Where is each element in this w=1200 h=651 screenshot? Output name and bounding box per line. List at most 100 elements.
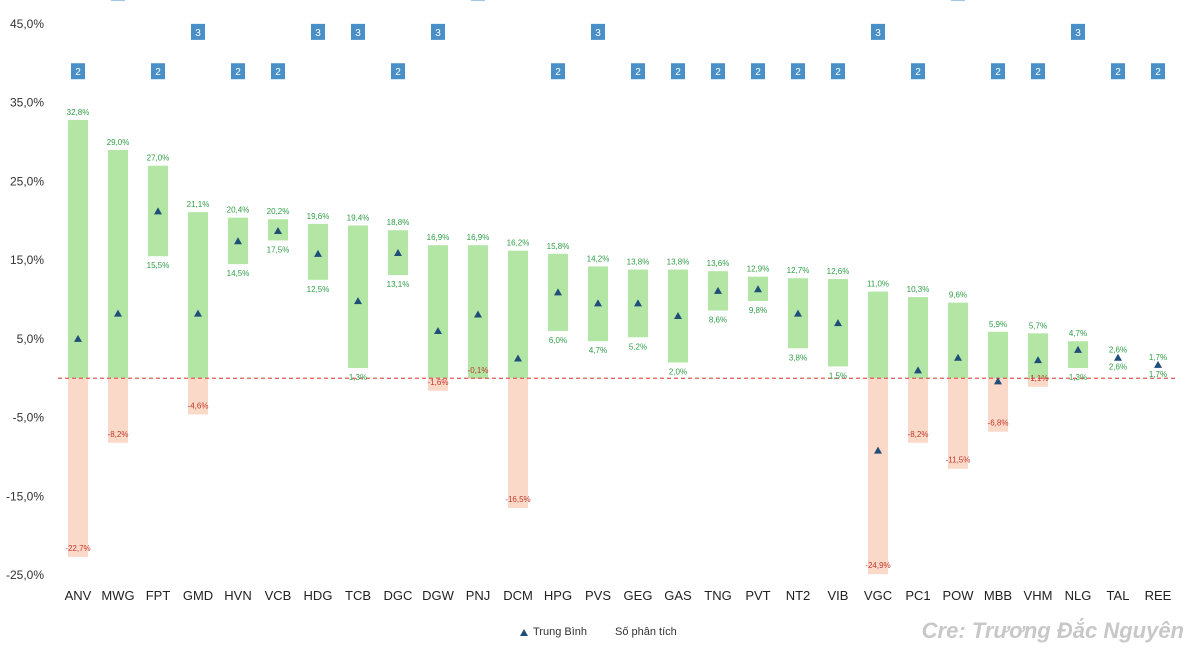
min-value-label: 15,5% (147, 261, 170, 270)
count-badge (431, 23, 445, 40)
x-tick-label: GAS (664, 588, 692, 603)
range-bar-positive (108, 149, 128, 379)
min-value-label: 1,3% (349, 373, 367, 382)
range-bar-negative (948, 378, 968, 469)
legend: Trung Bình Số phân tích (520, 626, 677, 638)
count-badge (871, 23, 885, 40)
x-tick-label: DGC (384, 588, 413, 603)
max-value-label: 16,2% (507, 239, 530, 248)
average-marker (834, 319, 842, 327)
max-value-label: 20,2% (267, 207, 290, 216)
range-bar-negative (1028, 378, 1048, 387)
count-badge-label: 3 (435, 28, 441, 39)
count-badge (671, 63, 685, 80)
min-value-label: 2,0% (669, 367, 687, 376)
range-bar-negative (908, 378, 928, 443)
range-bar-positive (988, 331, 1008, 379)
max-value-label: 12,7% (787, 266, 810, 275)
average-marker (1114, 353, 1122, 361)
max-value-label: 4,7% (1069, 329, 1087, 338)
min-value-label: -16,5% (505, 495, 530, 504)
x-tick-label: TNG (704, 588, 731, 603)
x-tick-label: GEG (624, 588, 653, 603)
range-bar-positive (188, 212, 208, 379)
count-badge-label: 2 (1115, 67, 1121, 78)
count-badge-label: 2 (835, 67, 841, 78)
count-badge-label: 3 (355, 28, 361, 39)
legend-average-label: Trung Bình (533, 626, 588, 638)
average-marker (594, 299, 602, 307)
min-value-label: 13,1% (387, 280, 410, 289)
count-badge (1111, 63, 1125, 80)
min-value-label: 6,0% (549, 336, 567, 345)
y-tick-label: 15,0% (10, 253, 44, 267)
legend-item-count: Số phân tích (615, 626, 677, 638)
max-value-label: 12,6% (827, 267, 850, 276)
count-badge (151, 63, 165, 80)
average-marker (194, 309, 202, 317)
count-badge-label: 2 (275, 67, 281, 78)
count-badge-label: 2 (555, 67, 561, 78)
count-badge (311, 23, 325, 40)
y-tick-label: 45,0% (10, 17, 44, 31)
range-bar-positive (68, 120, 88, 379)
average-marker (434, 326, 442, 334)
x-tick-label: TAL (1107, 588, 1130, 603)
average-marker (154, 207, 162, 215)
count-badge (831, 63, 845, 80)
average-marker (874, 446, 882, 454)
x-tick-label: PNJ (466, 588, 491, 603)
max-value-label: 10,3% (907, 285, 930, 294)
range-bar-positive (348, 225, 368, 368)
y-tick-label: 5,0% (17, 332, 45, 346)
min-value-label: -8,2% (908, 430, 929, 439)
range-bar-negative (68, 378, 88, 557)
max-value-label: 2,6% (1109, 346, 1127, 355)
max-value-label: 13,8% (667, 258, 690, 267)
x-tick-label: MBB (984, 588, 1012, 603)
average-marker (114, 309, 122, 317)
count-badge (191, 23, 205, 40)
count-badge-label: 2 (235, 67, 241, 78)
min-value-label: -11,5% (946, 456, 971, 465)
count-badge (471, 0, 485, 1)
count-badge-label: 2 (1035, 67, 1041, 78)
range-bar-negative (428, 378, 448, 391)
min-value-label: 1,7% (1149, 370, 1167, 379)
count-badge (351, 23, 365, 40)
max-value-label: 29,0% (107, 138, 130, 147)
count-badge-label: 2 (915, 67, 921, 78)
max-value-label: 20,4% (227, 206, 250, 215)
max-value-label: 1,7% (1149, 353, 1167, 362)
average-marker (1154, 360, 1162, 368)
min-value-label: -6,8% (988, 419, 1009, 428)
y-tick-label: -15,0% (6, 489, 44, 503)
min-value-label: 14,5% (227, 269, 250, 278)
count-badge-label: 3 (195, 28, 201, 39)
count-badge (711, 63, 725, 80)
count-badge-label: 3 (315, 28, 321, 39)
count-badge-label: 3 (595, 28, 601, 39)
count-badge-label: 2 (635, 67, 641, 78)
average-marker (554, 288, 562, 296)
legend-count-label: Số phân tích (615, 626, 677, 638)
x-tick-label: MWG (101, 588, 134, 603)
max-value-label: 27,0% (147, 154, 170, 163)
count-badge-label: 2 (1155, 67, 1161, 78)
x-tick-label: FPT (146, 588, 171, 603)
y-tick-label: -5,0% (13, 411, 45, 425)
range-bar-positive (908, 297, 928, 379)
max-value-label: 18,8% (387, 218, 410, 227)
x-tick-label: HDG (304, 588, 333, 603)
average-marker (314, 249, 322, 257)
x-tick-label: NLG (1065, 588, 1092, 603)
count-badge-label: 3 (1075, 28, 1081, 39)
x-tick-label: NT2 (786, 588, 811, 603)
min-value-label: 3,8% (789, 353, 807, 362)
max-value-label: 11,0% (867, 280, 889, 289)
count-badge (271, 63, 285, 80)
max-value-label: 16,9% (467, 233, 490, 242)
min-value-label: -24,9% (865, 561, 890, 570)
max-value-label: 13,8% (627, 258, 650, 267)
